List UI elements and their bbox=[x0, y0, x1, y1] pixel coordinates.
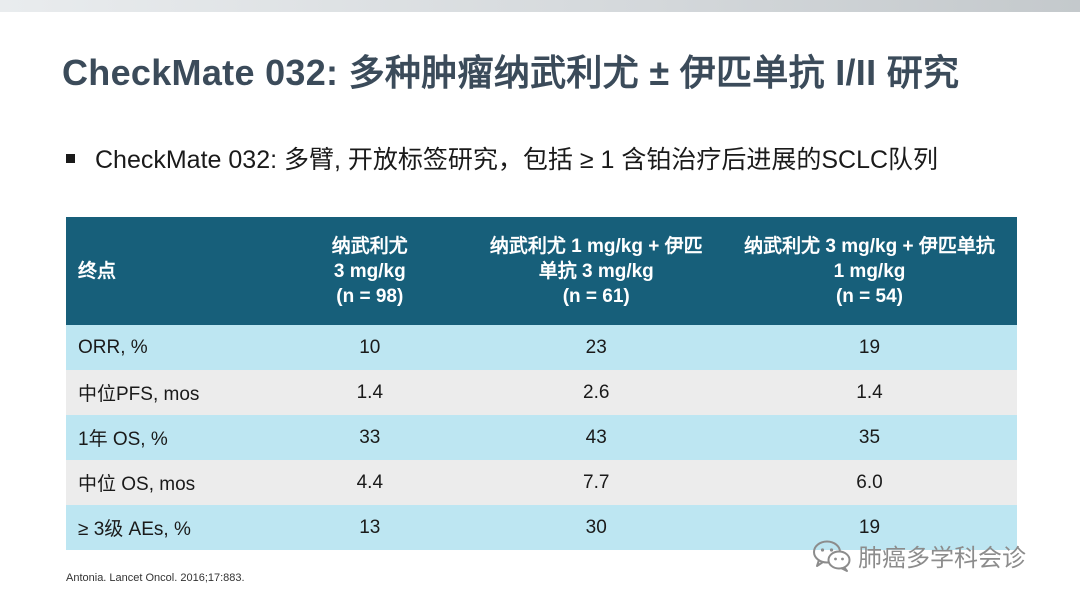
table-cell: 4.4 bbox=[356, 471, 384, 493]
table-row: ORR, % 10 23 19 bbox=[66, 325, 1017, 370]
slide-title: CheckMate 032: 多种肿瘤纳武利尤 ± 伊匹单抗 I/II 研究 bbox=[62, 52, 960, 93]
table-row: 中位PFS, mos 1.4 2.6 1.4 bbox=[66, 370, 1017, 415]
watermark-text: 肺癌多学科会诊 bbox=[858, 545, 1026, 572]
table-row: ≥ 3级 AEs, % 13 30 19 bbox=[66, 505, 1017, 550]
header-line: 纳武利尤 1 mg/kg + 伊匹 bbox=[489, 235, 703, 257]
header-line: (n = 61) bbox=[562, 285, 630, 307]
bullet-text: CheckMate 032: 多臂, 开放标签研究，包括 ≥ 1 含铂治疗后进展… bbox=[95, 146, 939, 174]
header-nivo1-ipi3: 纳武利尤 1 mg/kg + 伊匹 单抗 3 mg/kg (n = 61) bbox=[471, 217, 722, 325]
row-label: ≥ 3级 AEs, % bbox=[78, 519, 191, 540]
table-cell: 30 bbox=[585, 516, 607, 538]
table-header-row: 终点 纳武利尤 3 mg/kg (n = 98) 纳武利尤 1 mg/kg + … bbox=[66, 217, 1017, 325]
header-line: (n = 98) bbox=[336, 285, 404, 307]
table-row: 1年 OS, % 33 43 35 bbox=[66, 415, 1017, 460]
header-line: (n = 54) bbox=[835, 285, 904, 307]
table-cell: 1.4 bbox=[856, 381, 883, 403]
header-endpoint: 终点 bbox=[66, 217, 269, 325]
header-nivo-3: 纳武利尤 3 mg/kg (n = 98) bbox=[269, 217, 470, 325]
row-label: 中位PFS, mos bbox=[78, 384, 200, 405]
header-endpoint-label: 终点 bbox=[78, 260, 117, 282]
table-cell: 7.7 bbox=[583, 471, 610, 493]
table-cell: 13 bbox=[359, 516, 381, 538]
header-nivo3-ipi1: 纳武利尤 3 mg/kg + 伊匹单抗 1 mg/kg (n = 54) bbox=[722, 217, 1017, 325]
row-label: 1年 OS, % bbox=[78, 429, 168, 450]
table-cell: 2.6 bbox=[583, 381, 610, 403]
citation: Antonia. Lancet Oncol. 2016;17:883. bbox=[66, 572, 245, 584]
row-label: 中位 OS, mos bbox=[78, 474, 196, 495]
table-cell: 10 bbox=[359, 336, 381, 358]
row-label: ORR, % bbox=[78, 336, 148, 358]
table-cell: 19 bbox=[858, 516, 881, 538]
watermark: 肺癌多学科会诊 bbox=[812, 538, 1026, 573]
table-cell: 43 bbox=[585, 426, 607, 448]
bullet-square-icon bbox=[66, 153, 75, 163]
table-row: 中位 OS, mos 4.4 7.7 6.0 bbox=[66, 460, 1017, 505]
wechat-icon bbox=[813, 540, 851, 572]
table-cell: 1.4 bbox=[356, 381, 384, 403]
header-line: 3 mg/kg bbox=[333, 260, 406, 282]
bullet-point: CheckMate 032: 多臂, 开放标签研究，包括 ≥ 1 含铂治疗后进展… bbox=[62, 140, 938, 176]
header-line: 单抗 3 mg/kg bbox=[538, 260, 654, 282]
table-cell: 35 bbox=[858, 426, 881, 448]
table-cell: 23 bbox=[585, 336, 607, 358]
table-cell: 19 bbox=[858, 336, 881, 358]
header-line: 1 mg/kg bbox=[833, 260, 906, 282]
header-line: 纳武利尤 bbox=[331, 235, 408, 257]
table-cell: 33 bbox=[359, 426, 381, 448]
top-decorative-bar bbox=[0, 0, 1080, 12]
header-line: 纳武利尤 3 mg/kg + 伊匹单抗 bbox=[744, 235, 995, 257]
results-table: 终点 纳武利尤 3 mg/kg (n = 98) 纳武利尤 1 mg/kg + … bbox=[66, 217, 1017, 550]
table-cell: 6.0 bbox=[856, 471, 883, 493]
